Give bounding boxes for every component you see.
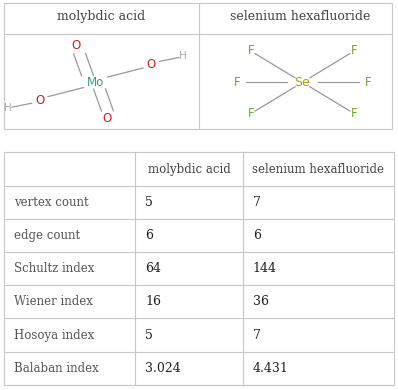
Text: Wiener index: Wiener index — [14, 295, 93, 308]
Text: O: O — [103, 112, 112, 126]
Text: F: F — [351, 107, 357, 120]
Text: 6: 6 — [145, 229, 153, 242]
Text: F: F — [234, 76, 240, 89]
Text: 5: 5 — [145, 196, 153, 209]
Text: edge count: edge count — [14, 229, 80, 242]
Text: O: O — [71, 39, 80, 52]
Text: Se: Se — [295, 76, 310, 89]
Text: 5: 5 — [145, 329, 153, 342]
Text: 36: 36 — [253, 295, 269, 308]
Text: O: O — [146, 57, 156, 71]
Text: Hosoya index: Hosoya index — [14, 329, 94, 342]
Text: Mo: Mo — [87, 76, 104, 89]
Text: selenium hexafluoride: selenium hexafluoride — [252, 163, 384, 176]
Text: F: F — [365, 76, 371, 89]
Text: molybdic acid: molybdic acid — [57, 10, 146, 23]
Text: H: H — [4, 103, 12, 113]
Text: H: H — [179, 51, 187, 61]
Text: vertex count: vertex count — [14, 196, 89, 209]
Text: O: O — [35, 94, 45, 107]
Text: Schultz index: Schultz index — [14, 262, 94, 275]
Text: 4.431: 4.431 — [253, 362, 289, 375]
Text: selenium hexafluoride: selenium hexafluoride — [230, 10, 371, 23]
Text: 64: 64 — [145, 262, 161, 275]
Text: F: F — [351, 44, 357, 57]
Text: 144: 144 — [253, 262, 277, 275]
Text: 7: 7 — [253, 196, 261, 209]
Text: F: F — [248, 107, 254, 120]
Text: F: F — [248, 44, 254, 57]
Text: molybdic acid: molybdic acid — [148, 163, 230, 176]
Text: 3.024: 3.024 — [145, 362, 181, 375]
Text: 16: 16 — [145, 295, 161, 308]
Text: 7: 7 — [253, 329, 261, 342]
Text: Balaban index: Balaban index — [14, 362, 99, 375]
Text: 6: 6 — [253, 229, 261, 242]
